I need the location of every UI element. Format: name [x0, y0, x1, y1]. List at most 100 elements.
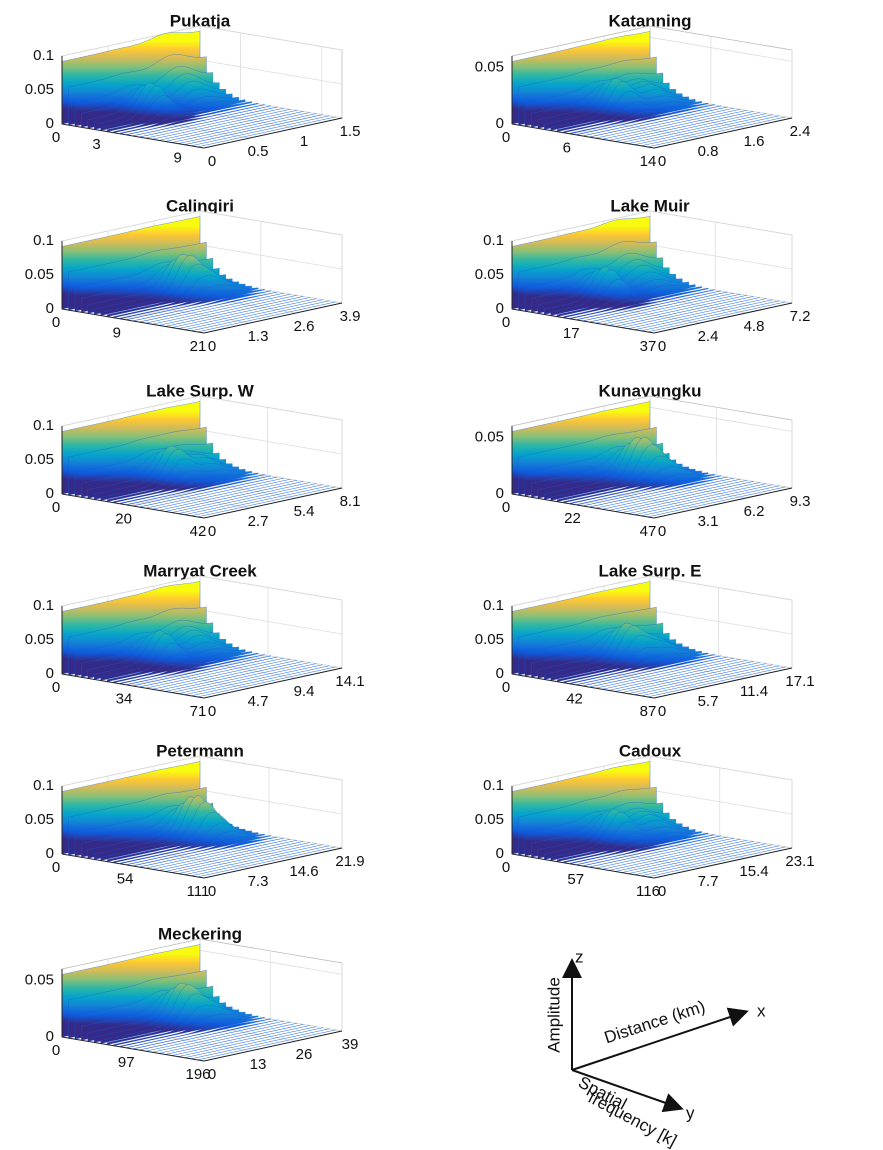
surface-strip — [589, 106, 728, 138]
grid-line — [572, 36, 712, 135]
surface-strip — [569, 102, 709, 135]
x-name: Distance (km) — [602, 997, 708, 1047]
y-tick-label: 47 — [640, 523, 657, 540]
axis-line — [203, 302, 343, 334]
axis-line — [203, 847, 343, 879]
surface-strip — [640, 665, 780, 697]
surface-strip — [628, 298, 767, 329]
surface-strip — [640, 485, 780, 517]
surface-strip — [158, 110, 297, 141]
surface-strip — [595, 107, 735, 139]
x-tick-label: 8.1 — [340, 493, 361, 510]
surface-strip — [190, 665, 330, 697]
surface-strip — [197, 116, 336, 148]
surface-strip — [139, 656, 278, 688]
surface-strip — [197, 1029, 336, 1061]
x-tick-label: 0 — [208, 703, 216, 720]
z-tick-label: 0 — [46, 845, 54, 862]
surface-strip — [184, 664, 323, 695]
surface-strip — [139, 291, 278, 323]
y-tick-label: 0 — [502, 129, 510, 146]
surface-strip — [615, 111, 754, 142]
z-tick-label: 0.1 — [33, 47, 54, 64]
y-tick-label: 0 — [52, 859, 60, 876]
surface-strip — [608, 840, 747, 871]
x-tick-label: 17.1 — [785, 673, 814, 690]
surface-strip — [628, 663, 767, 694]
grid-line — [580, 587, 719, 686]
surface-strip — [634, 844, 773, 875]
x-tick-label: 2.6 — [294, 318, 315, 335]
x-tick-label: 15.4 — [739, 863, 768, 880]
x-arrow — [571, 1007, 749, 1071]
surface-strip — [107, 458, 246, 502]
surface-strip — [145, 292, 285, 324]
surface-strip — [647, 301, 786, 333]
y-tick-label: 0 — [52, 1042, 60, 1059]
surface-strip — [595, 837, 735, 869]
surface-strip — [119, 102, 259, 135]
z-tick-label: 0 — [496, 300, 504, 317]
axis-line — [653, 847, 793, 879]
x-tick-label: 39 — [342, 1036, 359, 1053]
chart-title: Calingiri — [166, 196, 234, 215]
y-tick-label: 71 — [190, 703, 207, 720]
surface-panel: Petermann 0 0.05 0.1 0 7.3 14.6 21.9 0 54 111 — [25, 741, 365, 899]
surface-strip — [647, 666, 786, 698]
grid-line — [183, 46, 323, 145]
chart-title: Pukatja — [170, 11, 231, 30]
surface-strip — [595, 477, 735, 509]
x-label: x — [757, 1001, 766, 1020]
axis-line — [61, 493, 205, 519]
surface-strip — [178, 113, 317, 144]
grid-line — [122, 221, 262, 320]
y-tick-label: 0 — [52, 314, 60, 331]
grid-line — [581, 767, 721, 867]
x-tick-label: 5.7 — [698, 693, 719, 710]
x-tick-label: 4.7 — [248, 693, 269, 710]
chart-title: Meckering — [158, 924, 242, 943]
grid-line — [578, 407, 717, 506]
surface-strip — [165, 841, 304, 872]
surface-strip — [171, 297, 310, 328]
chart-title: Katanning — [608, 11, 691, 30]
surface-strip — [576, 654, 715, 686]
chart-title: Cadoux — [619, 741, 682, 760]
z-label: z — [575, 947, 584, 966]
y-tick-label: 111 — [187, 883, 210, 900]
axis-line — [511, 853, 655, 879]
y-tick-label: 54 — [117, 871, 134, 888]
x-tick-label: 11.4 — [740, 683, 768, 700]
y-tick-label: 0 — [502, 499, 510, 516]
surface-strip — [165, 1024, 304, 1055]
surface-strip — [634, 664, 773, 695]
x-tick-label: 14.6 — [289, 863, 318, 880]
surface-strip — [569, 832, 709, 865]
surface-strip — [158, 660, 297, 691]
surface-strip — [190, 1028, 330, 1060]
surface-panel: Lake Surp. W 0 0.05 0.1 0 2.7 5.4 8.1 0 20 42 — [25, 381, 361, 539]
x-tick-label: 2.7 — [248, 513, 269, 530]
x-tick-label: 0 — [208, 883, 216, 900]
surface-strip — [132, 835, 272, 867]
surface-strip — [158, 480, 297, 511]
y-tick-label: 21 — [190, 338, 207, 355]
surface-strip — [158, 1023, 297, 1054]
x-tick-label: 0 — [658, 338, 666, 355]
grid-line — [129, 587, 269, 686]
surface-strip — [640, 115, 780, 147]
surface-panel: Lake Surp. E 0 0.05 0.1 0 5.7 11.4 17.1 0 42 87 — [475, 561, 815, 719]
surface-strip — [647, 486, 786, 518]
surface-strip — [152, 659, 291, 690]
surface-strip — [165, 111, 304, 142]
surface-strip — [197, 666, 336, 698]
surface-panel: Calingiri 0 0.05 0.1 0 1.3 2.6 3.9 0 9 21 — [25, 196, 361, 354]
surface-strip — [190, 485, 330, 517]
y-tick-label: 196 — [185, 1066, 210, 1083]
surface-strip — [184, 299, 323, 330]
surface-strip — [178, 663, 317, 694]
surface-panel: Cadoux 0 0.05 0.1 0 7.7 15.4 23.1 0 57 116 — [475, 741, 815, 899]
surface-strip — [647, 116, 786, 148]
surface-strip — [126, 289, 265, 321]
